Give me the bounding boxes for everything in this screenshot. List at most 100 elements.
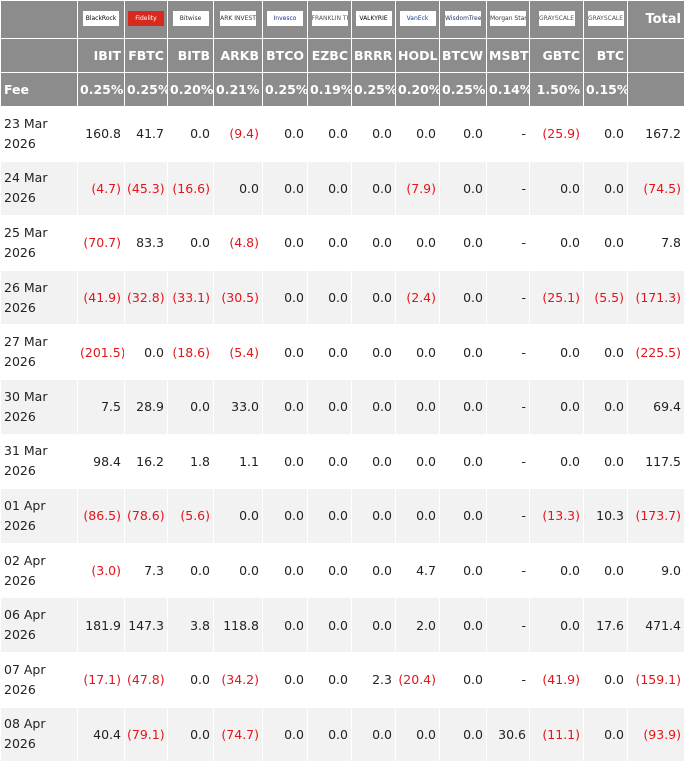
flow-cell: 0.0 — [439, 160, 487, 217]
issuer-logo: Invesco — [267, 10, 303, 26]
flow-cell: (17.1) — [77, 651, 125, 708]
flow-cell: - — [486, 324, 530, 380]
issuer-logo: Fidelity — [128, 10, 164, 26]
flow-cell: (13.3) — [529, 488, 584, 544]
flow-cell: 0.0 — [439, 542, 487, 599]
flow-cell: 7.5 — [77, 378, 125, 435]
flow-cell: 0.0 — [213, 488, 263, 544]
fee: 0.19% — [307, 72, 352, 107]
date-cell: 26 Mar 2026 — [0, 269, 78, 326]
flow-cell: (41.9) — [529, 651, 584, 708]
flow-cell: 0.0 — [307, 324, 352, 380]
logo-cell: VanEck — [395, 0, 440, 39]
flow-cell: 10.3 — [583, 488, 628, 544]
flow-cell: 0.0 — [439, 378, 487, 435]
flow-cell: (201.5) — [77, 324, 125, 380]
total-cell: (225.5) — [627, 324, 685, 380]
flow-cell: 2.0 — [395, 597, 440, 653]
flow-cell: - — [486, 106, 530, 162]
corner-cell — [0, 0, 78, 39]
flow-cell: 0.0 — [439, 651, 487, 708]
flow-cell: (32.8) — [124, 269, 168, 326]
issuer-logo: GRAYSCALE — [587, 10, 624, 26]
flow-cell: 98.4 — [77, 433, 125, 490]
flow-cell: 0.0 — [583, 160, 628, 217]
ticker: IBIT — [77, 38, 125, 73]
total-cell: 69.4 — [627, 378, 685, 435]
total-cell: (93.9) — [627, 706, 685, 762]
flow-cell: 0.0 — [395, 433, 440, 490]
flow-cell: (25.9) — [529, 106, 584, 162]
flow-cell: 0.0 — [395, 488, 440, 544]
flow-cell: 0.0 — [262, 651, 308, 708]
issuer-logo: VanEck — [399, 10, 436, 26]
total-cell: 167.2 — [627, 106, 685, 162]
flow-cell: (5.6) — [167, 488, 214, 544]
fee: 0.25% — [351, 72, 396, 107]
flow-cell: (30.5) — [213, 269, 263, 326]
logo-cell: Bitwise — [167, 0, 214, 39]
flow-cell: - — [486, 215, 530, 271]
flow-cell: 41.7 — [124, 106, 168, 162]
date-cell: 06 Apr 2026 — [0, 597, 78, 653]
data-row: 07 Apr 2026 (17.1) (47.8) 0.0 (34.2) 0.0 0.0 2.… — [0, 651, 685, 708]
flow-cell: 4.7 — [395, 542, 440, 599]
flow-cell: (5.4) — [213, 324, 263, 380]
total-cell: 471.4 — [627, 597, 685, 653]
ticker: BTCO — [262, 38, 308, 73]
flow-cell: 0.0 — [307, 378, 352, 435]
total-header: Total — [627, 0, 685, 39]
ticker: HODL — [395, 38, 440, 73]
total-cell: 7.8 — [627, 215, 685, 271]
fee: 0.20% — [395, 72, 440, 107]
data-row: 24 Mar 2026 (4.7) (45.3) (16.6) 0.0 0.0 0.0 0.0… — [0, 160, 685, 217]
logo-cell: Morgan Stanley — [486, 0, 530, 39]
ticker: BITB — [167, 38, 214, 73]
issuer-logo: ARK INVEST — [220, 10, 256, 26]
flow-cell: 0.0 — [439, 706, 487, 762]
flow-cell: 181.9 — [77, 597, 125, 653]
flow-cell: 0.0 — [262, 160, 308, 217]
flow-cell: 0.0 — [262, 269, 308, 326]
data-row: 06 Apr 2026 181.9 147.3 3.8 118.8 0.0 0.0 0.0 2.… — [0, 597, 685, 653]
data-row: 31 Mar 2026 98.4 16.2 1.8 1.1 0.0 0.0 0.0 0.0 0.0… — [0, 433, 685, 490]
data-row: 26 Mar 2026 (41.9) (32.8) (33.1) (30.5) 0.0 0.… — [0, 269, 685, 326]
issuer-logo: GRAYSCALE — [538, 10, 575, 26]
flow-cell: 0.0 — [213, 542, 263, 599]
flow-cell: (18.6) — [167, 324, 214, 380]
date-cell: 01 Apr 2026 — [0, 488, 78, 544]
flow-cell: 40.4 — [77, 706, 125, 762]
flow-cell: 0.0 — [351, 160, 396, 217]
flow-cell: 0.0 — [307, 160, 352, 217]
flow-cell: (11.1) — [529, 706, 584, 762]
flow-cell: 0.0 — [529, 160, 584, 217]
flow-cell: 17.6 — [583, 597, 628, 653]
flow-cell: 0.0 — [583, 542, 628, 599]
flow-cell: 0.0 — [395, 378, 440, 435]
data-row: 08 Apr 2026 40.4 (79.1) 0.0 (74.7) 0.0 0.0 0.0 0… — [0, 706, 685, 762]
flow-cell: 0.0 — [351, 215, 396, 271]
fee: 0.21% — [213, 72, 263, 107]
fee-label: Fee — [0, 72, 78, 107]
logo-cell: VALKYRIE — [351, 0, 396, 39]
corner-cell — [0, 38, 78, 73]
flow-cell: 0.0 — [583, 215, 628, 271]
flow-cell: (86.5) — [77, 488, 125, 544]
flow-cell: 0.0 — [262, 378, 308, 435]
date-cell: 24 Mar 2026 — [0, 160, 78, 217]
flow-cell: 0.0 — [439, 433, 487, 490]
flow-cell: 0.0 — [351, 597, 396, 653]
flow-cell: 0.0 — [262, 215, 308, 271]
flow-cell: 160.8 — [77, 106, 125, 162]
flow-cell: 83.3 — [124, 215, 168, 271]
total-cell: 117.5 — [627, 433, 685, 490]
flow-cell: - — [486, 378, 530, 435]
ticker: BTC — [583, 38, 628, 73]
flow-cell: 0.0 — [583, 378, 628, 435]
flow-cell: - — [486, 433, 530, 490]
flow-cell: - — [486, 160, 530, 217]
flow-cell: 0.0 — [262, 488, 308, 544]
data-row: 25 Mar 2026 (70.7) 83.3 0.0 (4.8) 0.0 0.0 0.0 0.… — [0, 215, 685, 271]
date-cell: 27 Mar 2026 — [0, 324, 78, 380]
